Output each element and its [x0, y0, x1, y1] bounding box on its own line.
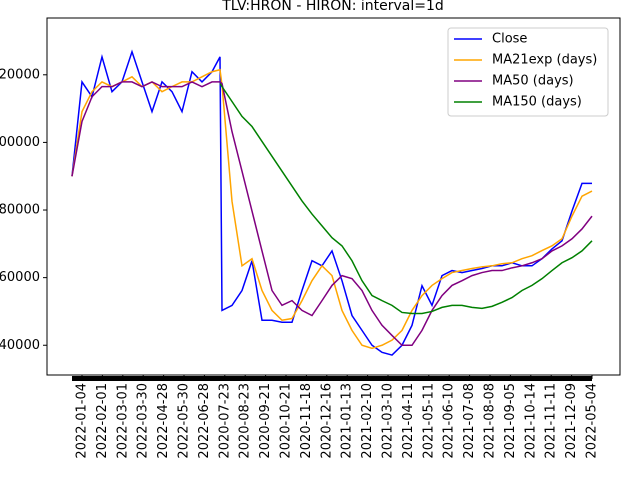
- dense-ticks: [72, 376, 592, 381]
- x-tick-label: 2021-09-05: [503, 383, 518, 459]
- x-tick-label: 2022-03-01: [115, 383, 130, 459]
- x-tick-label: 2021-05-11: [421, 383, 436, 459]
- x-tick-label: 2021-12-09: [564, 383, 579, 459]
- x-tick-label: 2022-05-30: [177, 383, 192, 459]
- legend-label: MA21exp (days): [492, 53, 597, 68]
- x-tick-label: 2021-03-10: [381, 383, 396, 459]
- x-tick-label: 2021-08-08: [483, 383, 498, 459]
- y-tick-label: 80000: [0, 203, 40, 218]
- y-tick-label: 120000: [0, 67, 40, 82]
- y-tick-label: 60000: [0, 270, 40, 285]
- series-line: [71, 49, 592, 356]
- x-tick-label: 2021-02-10: [360, 383, 375, 459]
- x-tick-label: 2021-01-13: [340, 383, 355, 459]
- x-tick-label: 2022-02-01: [95, 383, 110, 459]
- series-line: [71, 81, 593, 346]
- x-tick-label: 2022-01-04: [75, 383, 90, 459]
- x-tick-label: 2022-04-28: [156, 383, 171, 459]
- x-tick-label: 2021-07-08: [462, 383, 477, 459]
- y-tick-label: 100000: [0, 135, 40, 150]
- legend-label: MA50 (days): [492, 74, 574, 89]
- x-tick-label: 2021-04-11: [401, 383, 416, 459]
- x-tick-label: 2020-12-16: [319, 383, 334, 459]
- legend-box: [447, 27, 609, 117]
- x-tick-label: 2022-03-30: [136, 383, 151, 459]
- x-tick-label: 2021-06-10: [442, 383, 457, 459]
- chart-title: TLV:HRON - HIRON: interval=1d: [221, 0, 444, 14]
- plot-frame: [46, 17, 621, 376]
- x-tick-label: 2020-07-23: [217, 383, 232, 459]
- legend-label: Close: [492, 32, 527, 47]
- series-line: [71, 68, 593, 350]
- x-tick-label: 2020-09-21: [258, 383, 273, 459]
- x-tick-label: 2020-08-23: [238, 383, 253, 459]
- legend-label: MA150 (days): [492, 95, 582, 110]
- series-line: [219, 83, 593, 315]
- x-tick-label: 2020-11-18: [299, 383, 314, 459]
- x-tick-label: 2022-05-04: [585, 383, 600, 459]
- x-tick-label: 2021-11-11: [544, 383, 559, 459]
- y-tick-label: 40000: [0, 338, 40, 353]
- x-tick-label: 2022-06-28: [197, 383, 212, 459]
- x-tick-label: 2021-10-14: [523, 383, 538, 459]
- x-tick-label: 2020-10-21: [279, 383, 294, 459]
